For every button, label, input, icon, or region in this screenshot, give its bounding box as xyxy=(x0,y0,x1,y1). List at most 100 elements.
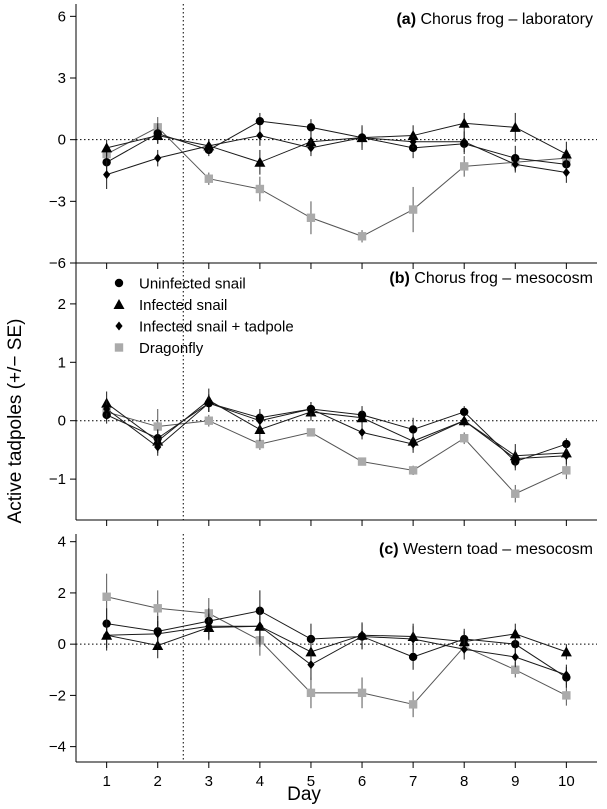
data-point xyxy=(458,117,470,128)
data-point xyxy=(152,130,164,141)
series-line xyxy=(106,126,567,237)
panel-title-text: Western toad – mesocosm xyxy=(403,541,593,558)
y-tick-label: −4 xyxy=(49,739,66,756)
y-tick-label: −3 xyxy=(49,193,66,210)
x-tick-label: 2 xyxy=(154,773,162,790)
series-uninfected-snail xyxy=(102,394,571,471)
data-point xyxy=(562,168,570,178)
x-tick-label: 1 xyxy=(102,773,110,790)
panel-title-text: Chorus frog – mesocosm xyxy=(414,270,593,287)
data-point xyxy=(560,646,572,657)
y-tick-label: 2 xyxy=(58,585,66,602)
legend-marker-square xyxy=(114,343,124,352)
y-tick-label: 3 xyxy=(58,70,66,87)
data-point xyxy=(358,427,366,437)
data-point xyxy=(357,457,367,466)
series-dragonfly xyxy=(102,403,571,503)
series-dragonfly xyxy=(102,573,571,718)
y-tick-label: 4 xyxy=(58,534,66,551)
data-point xyxy=(509,121,521,132)
x-tick-label: 3 xyxy=(205,773,213,790)
series-line xyxy=(106,596,567,705)
legend-label: Infected snail xyxy=(139,297,227,314)
data-point xyxy=(357,688,367,698)
data-point xyxy=(306,123,316,132)
data-point xyxy=(254,156,266,167)
data-point xyxy=(562,466,571,475)
panel-3: −4 −2 0 2 4 1 2 3 4 5 6 7 8 9 10 (c) Western toad – mes… xyxy=(49,534,597,790)
x-tick-label: 9 xyxy=(511,773,519,790)
y-axis-label: Active tadpoles (+/− SE) xyxy=(5,319,26,524)
data-point xyxy=(256,621,264,631)
series-uninfected-snail xyxy=(102,112,571,177)
data-point xyxy=(103,630,111,640)
data-point xyxy=(307,660,315,670)
data-point xyxy=(154,442,162,452)
data-point xyxy=(511,489,520,498)
panel-tag: (a) xyxy=(396,11,420,28)
series-infected-snail-tadpole xyxy=(103,610,570,686)
series-line xyxy=(106,625,567,653)
data-point xyxy=(154,153,162,163)
y-tick-label: 0 xyxy=(58,636,66,653)
y-tick-label: 0 xyxy=(58,132,66,149)
data-point xyxy=(408,466,418,475)
panel-title-text: Chorus frog – laboratory xyxy=(420,11,593,28)
legend-marker-triangle xyxy=(113,299,125,309)
legend-label: Uninfected snail xyxy=(139,276,246,293)
y-tick-label: 2 xyxy=(58,296,66,313)
data-point xyxy=(562,670,570,680)
series-line xyxy=(106,120,567,165)
y-tick-label: 1 xyxy=(58,354,66,371)
legend-marker-circle xyxy=(114,278,124,288)
data-point xyxy=(356,412,368,423)
data-point xyxy=(409,137,417,147)
legend: Uninfected snail Infected snail Infected s… xyxy=(113,276,294,357)
panel-title: (a) Chorus frog – laboratory xyxy=(396,11,593,28)
data-point xyxy=(408,205,418,214)
data-point xyxy=(256,131,264,141)
series-line xyxy=(106,625,567,676)
data-point xyxy=(307,143,315,153)
series-line xyxy=(106,399,567,457)
data-point xyxy=(307,404,315,414)
data-point xyxy=(407,130,419,141)
data-point xyxy=(103,404,111,414)
series-infected-snail-tadpole xyxy=(103,125,570,189)
data-point xyxy=(459,407,469,417)
x-tick-label: 10 xyxy=(558,773,575,790)
series-line xyxy=(106,402,567,460)
panel-1: −6 −3 0 3 6 (a) Chorus frog – laboratory xyxy=(49,4,597,272)
data-point xyxy=(306,428,316,437)
series-line xyxy=(106,610,567,678)
series-line xyxy=(106,135,567,176)
data-point xyxy=(306,213,316,222)
data-point xyxy=(459,162,469,171)
series-line xyxy=(106,411,567,495)
data-point xyxy=(560,148,572,159)
data-point xyxy=(408,652,418,662)
series-line xyxy=(106,122,567,163)
data-point xyxy=(562,691,571,700)
data-point xyxy=(357,232,367,241)
data-point xyxy=(409,634,417,644)
data-point xyxy=(154,629,162,639)
y-tick-label: −1 xyxy=(49,471,66,488)
data-point xyxy=(408,425,418,434)
data-point xyxy=(509,628,521,639)
data-point xyxy=(306,688,316,698)
data-point xyxy=(205,398,213,408)
panel-title: (c) Western toad – mesocosm xyxy=(379,541,593,558)
x-tick-label: 5 xyxy=(307,773,315,790)
legend-marker-diamond xyxy=(115,321,123,331)
data-point xyxy=(409,439,417,449)
series-uninfected-snail xyxy=(102,590,571,688)
data-point xyxy=(204,174,214,183)
y-tick-label: 0 xyxy=(58,413,66,430)
series-line xyxy=(106,402,567,463)
data-point xyxy=(358,631,366,641)
panel-title: (b) Chorus frog – mesocosm xyxy=(389,270,593,287)
panel-tag: (c) xyxy=(379,541,403,558)
data-point xyxy=(511,159,519,169)
data-point xyxy=(408,700,418,709)
